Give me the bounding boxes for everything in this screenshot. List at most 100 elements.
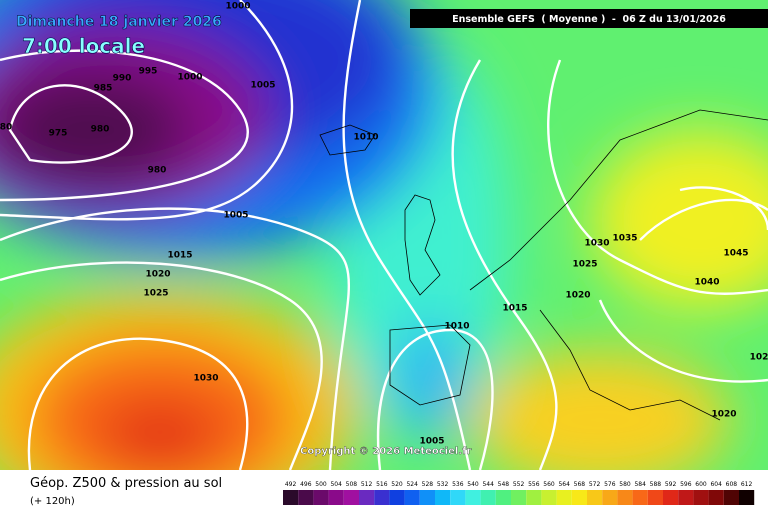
scale-cell [647, 490, 663, 505]
isobar-label: 80 [0, 123, 12, 133]
isobar [8, 84, 133, 164]
scale-cell [495, 490, 511, 505]
scale-label: 580 [619, 481, 631, 488]
scale-cell [693, 490, 709, 505]
scale-label: 584 [634, 481, 646, 488]
scale-label: 560 [543, 481, 555, 488]
scale-cell [663, 490, 679, 505]
isobar-label: 1005 [419, 437, 444, 447]
scale-label: 496 [300, 481, 312, 488]
isobar-label: 1030 [193, 374, 218, 384]
scale-cell [298, 490, 314, 505]
isobar-label: 1005 [223, 211, 248, 221]
coastline [389, 324, 471, 406]
scale-cell [283, 490, 299, 505]
coastline [469, 109, 768, 291]
scale-label: 564 [558, 481, 570, 488]
scale-cell [450, 490, 466, 505]
scale-cell [632, 490, 648, 505]
isobar-labels: 1000 990 995 1000 985 975 980 980 80 1005 1010 1005… [0, 2, 768, 447]
scale-cell [511, 490, 527, 505]
color-scale: 492 496 500 504 508 512 516 520 524 528 532 536 540 5… [283, 481, 755, 505]
scale-label: 524 [406, 481, 418, 488]
scale-cell [480, 490, 496, 505]
scale-cell [526, 490, 542, 505]
scale-label: 520 [391, 481, 403, 488]
scale-cell [678, 490, 694, 505]
scale-cell [343, 490, 359, 505]
scale-label: 492 [285, 481, 297, 488]
isobar [451, 59, 558, 470]
footer-title: Géop. Z500 & pression au sol [30, 476, 222, 491]
scale-label: 552 [513, 481, 525, 488]
scale-cell [465, 490, 481, 505]
scale-label: 556 [528, 481, 540, 488]
scale-label: 604 [710, 481, 722, 488]
scale-label: 500 [315, 481, 327, 488]
isobar [342, 0, 472, 470]
blob [470, 350, 730, 470]
scale-label: 528 [422, 481, 434, 488]
scale-label: 592 [665, 481, 677, 488]
scale-label: 596 [680, 481, 692, 488]
scale-cell [313, 490, 329, 505]
blob [390, 320, 470, 440]
scale-label: 572 [589, 481, 601, 488]
scale-cell [328, 490, 344, 505]
copyright: Copyright © 2026 Meteociel.fr [300, 446, 471, 457]
title: Dimanche 18 janvier 2026 [16, 14, 222, 30]
isobar-label: 1025 [572, 260, 597, 270]
isobar-label: 1040 [694, 278, 719, 288]
isobar [376, 328, 494, 470]
coastline [539, 309, 721, 421]
isobar-label: 1020 [711, 410, 736, 420]
scale-label: 548 [498, 481, 510, 488]
isobar-label: 1020 [565, 291, 590, 301]
isobar-label: 1015 [502, 304, 527, 314]
scale-cell [571, 490, 587, 505]
scale-label: 588 [650, 481, 662, 488]
isobar-label: 1025 [143, 289, 168, 299]
time: 7:00 locale [22, 34, 145, 58]
scale-cell [617, 490, 633, 505]
isobar-label: 995 [139, 67, 158, 77]
scale-cell [435, 490, 451, 505]
scale-label: 600 [695, 481, 707, 488]
header-box [410, 9, 768, 28]
isobar [0, 261, 323, 470]
isobar-label: 980 [148, 166, 167, 176]
scale-cell [419, 490, 435, 505]
isobar [27, 337, 249, 470]
scale-cell [389, 490, 405, 505]
scale-label: 532 [437, 481, 449, 488]
isobar-label: 985 [94, 84, 113, 94]
isobar-label: 1000 [225, 2, 250, 12]
scale-label: 516 [376, 481, 388, 488]
scale-label: 508 [346, 481, 358, 488]
isobar-label: 1000 [177, 73, 202, 83]
isobar [598, 299, 768, 383]
scale-cell [739, 490, 755, 505]
scale-cell [359, 490, 375, 505]
isobar [0, 0, 294, 221]
scale-cell [708, 490, 724, 505]
scale-cell [541, 490, 557, 505]
scale-label: 568 [574, 481, 586, 488]
isobar-label: 1045 [723, 249, 748, 259]
isobar [0, 49, 249, 202]
scale-cell [723, 490, 739, 505]
footer-subtitle: (+ 120h) [30, 496, 75, 507]
scale-label: 540 [467, 481, 479, 488]
isobar-label: 102 [750, 353, 768, 363]
blob [0, 70, 190, 190]
isobars [0, 0, 768, 470]
isobar-label: 1030 [584, 239, 609, 249]
header: Ensemble GEFS ( Moyenne ) - 06 Z du 13/0… [452, 14, 726, 25]
scale-label: 544 [482, 481, 494, 488]
blob [590, 130, 768, 310]
isobar [0, 207, 350, 470]
coastline [319, 124, 376, 156]
scale-label: 576 [604, 481, 616, 488]
